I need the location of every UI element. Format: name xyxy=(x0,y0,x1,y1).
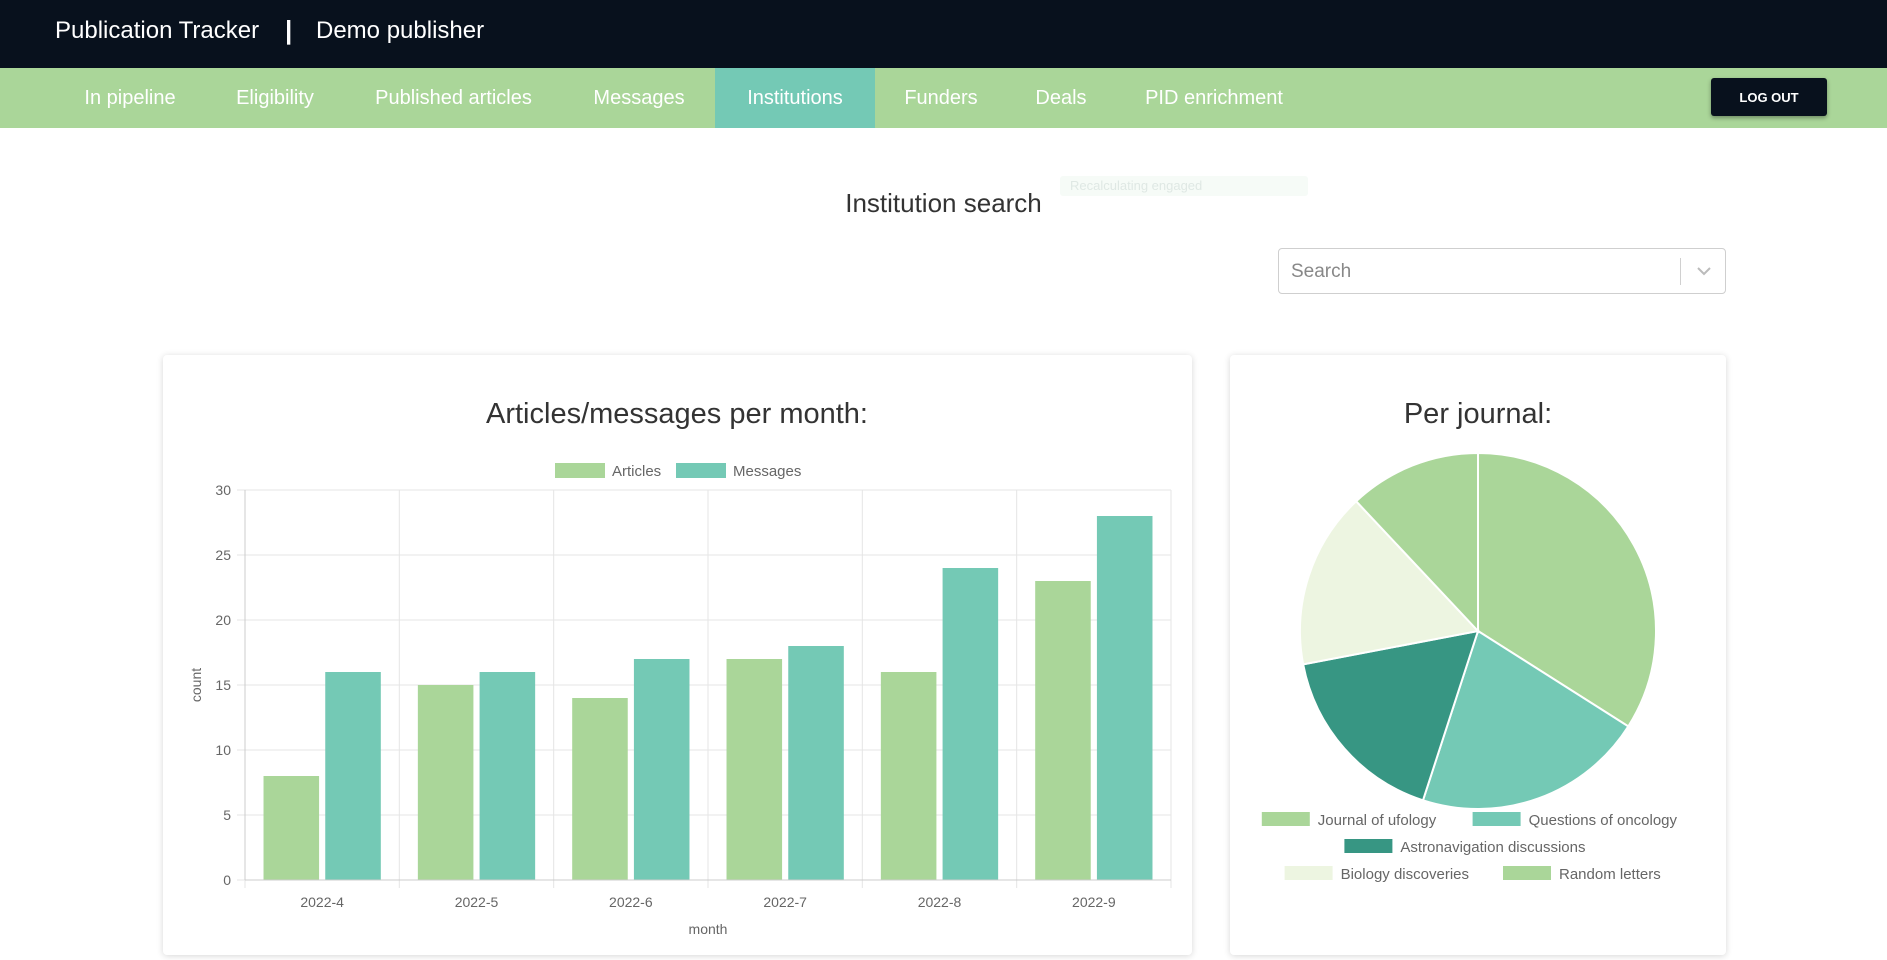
pie-slice-biology-discoveries xyxy=(1299,499,1480,666)
bar-messages-2022-5 xyxy=(479,672,536,880)
nav-item-funders[interactable]: Funders xyxy=(904,87,978,109)
bar-articles-2022-6 xyxy=(572,698,628,880)
y-tick-label: 5 xyxy=(223,807,231,823)
nav-item-institutions[interactable]: Institutions xyxy=(715,68,875,128)
y-tick-label: 10 xyxy=(215,742,231,758)
bar-articles-2022-7 xyxy=(726,659,783,880)
chevron-down-icon[interactable] xyxy=(1693,260,1715,282)
chart-title: Articles/messages per month: xyxy=(486,398,868,430)
x-tick-label: 2022-6 xyxy=(609,894,653,910)
pie-legend-label: Questions of oncology xyxy=(1529,812,1678,829)
y-tick-label: 0 xyxy=(223,872,231,888)
x-tick-label: 2022-5 xyxy=(455,894,499,910)
y-tick-label: 15 xyxy=(215,677,231,693)
monthly-bar-chart: Articles/messages per month: Articles Mess… xyxy=(188,398,1172,937)
bar-messages-2022-6 xyxy=(633,659,690,880)
x-tick-label: 2022-8 xyxy=(918,894,962,910)
status-toast: Recalculating engaged xyxy=(1060,176,1308,196)
bar-articles-2022-4 xyxy=(263,776,320,880)
nav-item-eligibility[interactable]: Eligibility xyxy=(236,87,314,109)
pie-legend-label: Random letters xyxy=(1559,866,1661,883)
pie-slice-questions-of-oncology xyxy=(1421,629,1630,810)
pie-legend-swatch xyxy=(1344,839,1393,853)
page-title: Institution search xyxy=(845,188,1042,218)
pie-title: Per journal: xyxy=(1404,398,1552,430)
pie-slice-journal-of-ufology xyxy=(1477,451,1657,728)
pie-legend-swatch xyxy=(1261,812,1310,826)
nav-item-pid-enrichment[interactable]: PID enrichment xyxy=(1145,87,1283,109)
legend-label-messages: Messages xyxy=(733,463,801,480)
main-nav: In pipeline Eligibility Published articl… xyxy=(0,68,1887,128)
y-axis-label: count xyxy=(188,668,204,702)
pie-legend-swatch xyxy=(1503,866,1551,880)
bar-messages-2022-4 xyxy=(325,672,381,880)
pie-legend-label: Astronavigation discussions xyxy=(1400,839,1585,856)
monthly-chart-card: Articles/messages per month: Articles Mess… xyxy=(163,355,1192,955)
search-input[interactable] xyxy=(1289,257,1653,287)
nav-item-deals[interactable]: Deals xyxy=(1035,87,1087,109)
legend-swatch-messages xyxy=(676,463,726,478)
select-divider xyxy=(1680,258,1681,285)
institution-search-select[interactable] xyxy=(1278,248,1726,294)
nav-item-in-pipeline[interactable]: In pipeline xyxy=(84,87,176,109)
legend-label-articles: Articles xyxy=(612,463,661,480)
journal-pie-chart: Per journal: Journal of ufology Questions … xyxy=(1261,398,1678,883)
pie-slice-astronavigation-discussions xyxy=(1301,629,1480,802)
x-axis-label: month xyxy=(689,921,728,937)
bar-messages-2022-8 xyxy=(942,568,999,880)
bar-articles-2022-5 xyxy=(417,685,474,880)
logout-button[interactable]: LOG OUT xyxy=(1711,78,1827,116)
pie-legend-swatch xyxy=(1284,866,1333,880)
pie-slice-random-letters xyxy=(1354,451,1479,634)
app-title: Publication Tracker xyxy=(55,17,260,44)
y-tick-label: 20 xyxy=(215,612,231,628)
pie-legend-label: Journal of ufology xyxy=(1318,812,1437,829)
top-header: Publication Tracker | Demo publisher xyxy=(0,0,1887,68)
pie-legend-label: Biology discoveries xyxy=(1341,866,1469,883)
bar-messages-2022-9 xyxy=(1096,516,1153,880)
legend-swatch-articles xyxy=(555,463,605,478)
y-tick-label: 25 xyxy=(215,547,231,563)
nav-item-messages[interactable]: Messages xyxy=(593,87,685,109)
publisher-name: Demo publisher xyxy=(316,17,485,44)
x-tick-label: 2022-4 xyxy=(300,894,344,910)
bar-articles-2022-9 xyxy=(1035,581,1091,880)
y-tick-label: 30 xyxy=(215,482,231,498)
nav-item-published-articles[interactable]: Published articles xyxy=(375,87,532,109)
x-tick-label: 2022-9 xyxy=(1072,894,1116,910)
x-tick-label: 2022-7 xyxy=(763,894,807,910)
bar-messages-2022-7 xyxy=(788,646,844,880)
journal-chart-card: Per journal: Journal of ufology Questions … xyxy=(1230,355,1726,955)
title-separator: | xyxy=(285,15,293,45)
bar-articles-2022-8 xyxy=(880,672,937,880)
pie-legend-swatch xyxy=(1472,812,1521,826)
